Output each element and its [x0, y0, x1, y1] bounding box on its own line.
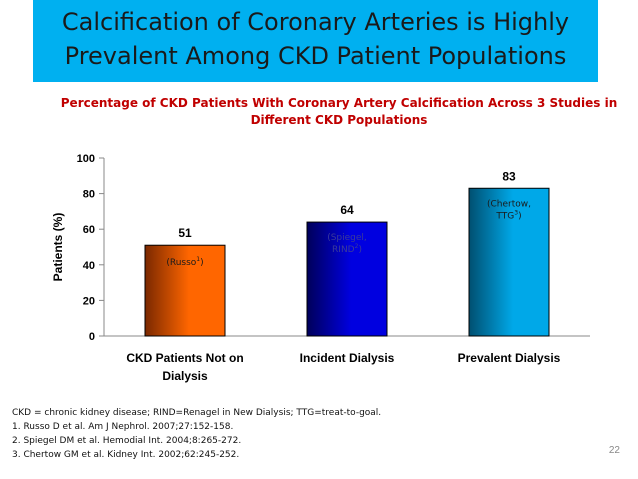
bar — [144, 244, 226, 337]
slide-title-line-2: Prevalent Among CKD Patient Populations — [64, 42, 567, 70]
slide-number: 22 — [608, 445, 620, 456]
chart-subtitle-line-2: Different CKD Populations — [250, 113, 428, 127]
title-banner: Calcification of Coronary Arteries is Hi… — [33, 0, 598, 82]
x-category-label: Prevalent Dialysis — [458, 351, 561, 365]
x-category-label: Incident Dialysis — [300, 351, 395, 365]
footnotes: CKD = chronic kidney disease; RIND=Renag… — [12, 406, 381, 462]
chart-subtitle-line-1: Percentage of CKD Patients With Coronary… — [60, 96, 618, 110]
footnote-abbreviations: CKD = chronic kidney disease; RIND=Renag… — [12, 408, 382, 418]
study-label: (Spiegel, RIND2) — [327, 233, 367, 255]
y-tick-label: 0 — [89, 331, 95, 343]
footnote-ref-3: 3. Chertow GM et al. Kidney Int. 2002;62… — [12, 450, 240, 460]
y-tick-label: 20 — [83, 295, 95, 307]
y-tick-label: 40 — [83, 260, 95, 272]
bar-value-label: 51 — [178, 226, 192, 240]
study-label: (Chertow, TTG3) — [487, 199, 531, 221]
bar-chart: 0 20 40 60 80 100 Patients (%) 51 (Russo1) CKD Pa… — [51, 153, 590, 383]
slide-title-line-1: Calcification of Coronary Arteries is Hi… — [61, 8, 570, 36]
footnote-ref-1: 1. Russo D et al. Am J Nephrol. 2007;27:… — [12, 422, 234, 432]
y-tick-label: 80 — [83, 189, 95, 201]
bar-value-label: 64 — [340, 203, 354, 217]
y-tick-label: 60 — [83, 224, 95, 236]
bar — [468, 187, 550, 337]
bar — [306, 221, 388, 337]
footnote-ref-2: 2. Spiegel DM et al. Hemodial Int. 2004;… — [12, 436, 242, 446]
x-category-label: CKD Patients Not on Dialysis — [126, 351, 243, 383]
study-label: (Russo1) — [166, 256, 203, 268]
y-axis-label: Patients (%) — [51, 213, 65, 282]
bar-value-label: 83 — [502, 169, 516, 183]
y-tick-label: 100 — [77, 153, 95, 165]
